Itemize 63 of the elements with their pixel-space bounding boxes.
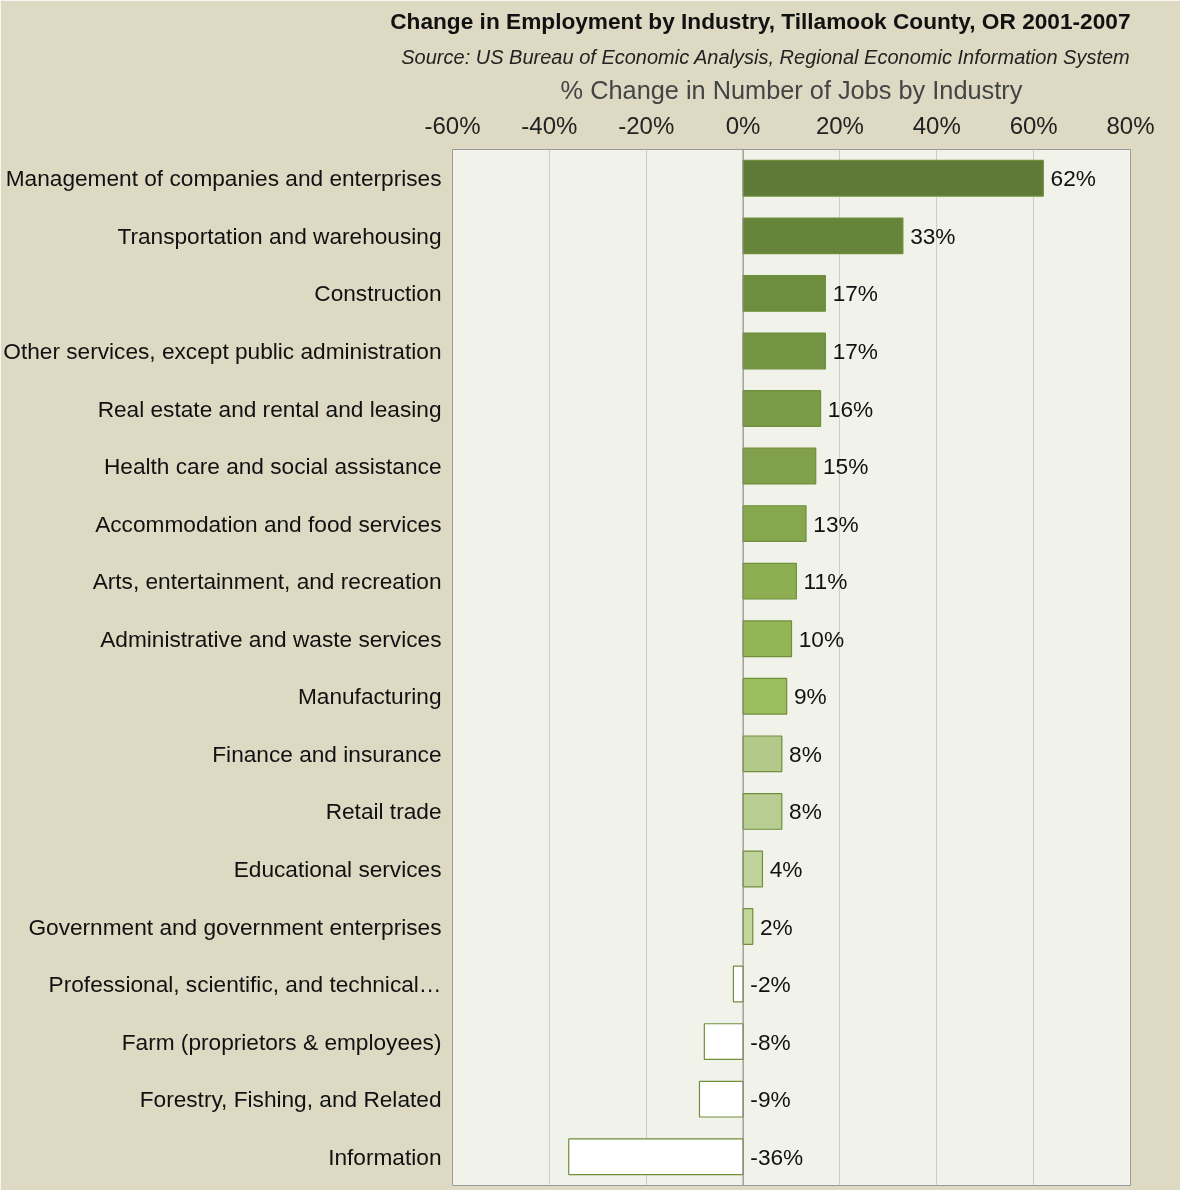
bar: [742, 447, 817, 485]
y-tick-label: Accommodation and food services: [95, 510, 442, 537]
bar: [742, 677, 788, 715]
y-tick-label: Arts, entertainment, and recreation: [92, 568, 442, 595]
x-tick-label: 20%: [815, 111, 864, 139]
bar: [703, 1023, 744, 1061]
y-tick-label: Manufacturing: [297, 683, 442, 710]
y-tick-label: Farm (proprietors & employees): [121, 1028, 442, 1055]
data-label: 8%: [789, 798, 822, 825]
bar: [698, 1080, 744, 1118]
data-label: -36%: [750, 1143, 804, 1170]
data-label: 16%: [827, 395, 874, 422]
data-label: 4%: [769, 855, 803, 882]
x-tick-label: -40%: [521, 111, 578, 139]
bar: [742, 217, 904, 255]
data-label: 10%: [798, 625, 845, 652]
x-tick-label: 60%: [1009, 111, 1058, 139]
bar: [742, 159, 1044, 197]
y-tick-label: Government and government enterprises: [28, 913, 442, 940]
data-label: 33%: [910, 222, 956, 249]
bar: [742, 505, 807, 543]
chart-subtitle: Source: US Bureau of Economic Analysis, Regional Economic Information System: [401, 45, 1130, 68]
x-tick-label: 80%: [1106, 111, 1155, 139]
y-tick-label: Information: [328, 1143, 442, 1170]
y-tick-label: Professional, scientific, and technical…: [48, 971, 442, 998]
y-tick-label: Other services, except public administration: [3, 337, 442, 364]
y-tick-label: Forestry, Fishing, and Related: [139, 1086, 442, 1113]
x-tick-label: 40%: [912, 111, 961, 139]
bar: [742, 850, 764, 888]
y-tick-label: Health care and social assistance: [103, 453, 442, 480]
x-tick-label: 0%: [725, 111, 761, 139]
data-label: -2%: [750, 971, 791, 998]
x-tick-label: -20%: [618, 111, 675, 139]
bar: [742, 735, 783, 773]
y-tick-label: Transportation and warehousing: [117, 222, 442, 249]
bar: [568, 1138, 744, 1176]
y-tick-label: Construction: [314, 280, 442, 307]
bar: [742, 562, 797, 600]
data-label: -9%: [750, 1086, 791, 1113]
data-label: 17%: [832, 337, 879, 364]
x-tick-label: -60%: [424, 111, 481, 139]
bar: [742, 620, 793, 658]
data-label: 8%: [789, 740, 822, 767]
chart-title: Change in Employment by Industry, Tillamook County, OR 2001-2007: [390, 7, 1131, 34]
data-label: 9%: [793, 683, 827, 710]
data-label: 13%: [813, 510, 859, 537]
y-tick-label: Administrative and waste services: [100, 625, 442, 652]
y-tick-label: Educational services: [233, 855, 442, 882]
data-label: 62%: [1050, 165, 1096, 192]
data-label: 15%: [822, 453, 869, 480]
x-axis-title: % Change in Number of Jobs by Industry: [560, 75, 1023, 104]
y-tick-label: Real estate and rental and leasing: [97, 395, 442, 422]
bar: [742, 332, 826, 370]
data-label: -8%: [750, 1028, 791, 1055]
data-label: 2%: [760, 913, 793, 940]
y-tick-label: Finance and insurance: [212, 740, 442, 767]
y-tick-label: Management of companies and enterprises: [5, 165, 442, 192]
bar: [742, 792, 783, 830]
y-tick-label: Retail trade: [325, 798, 442, 825]
bar: [742, 274, 826, 312]
data-label: 11%: [803, 568, 848, 595]
data-label: 17%: [832, 280, 879, 307]
bar: [742, 390, 822, 427]
